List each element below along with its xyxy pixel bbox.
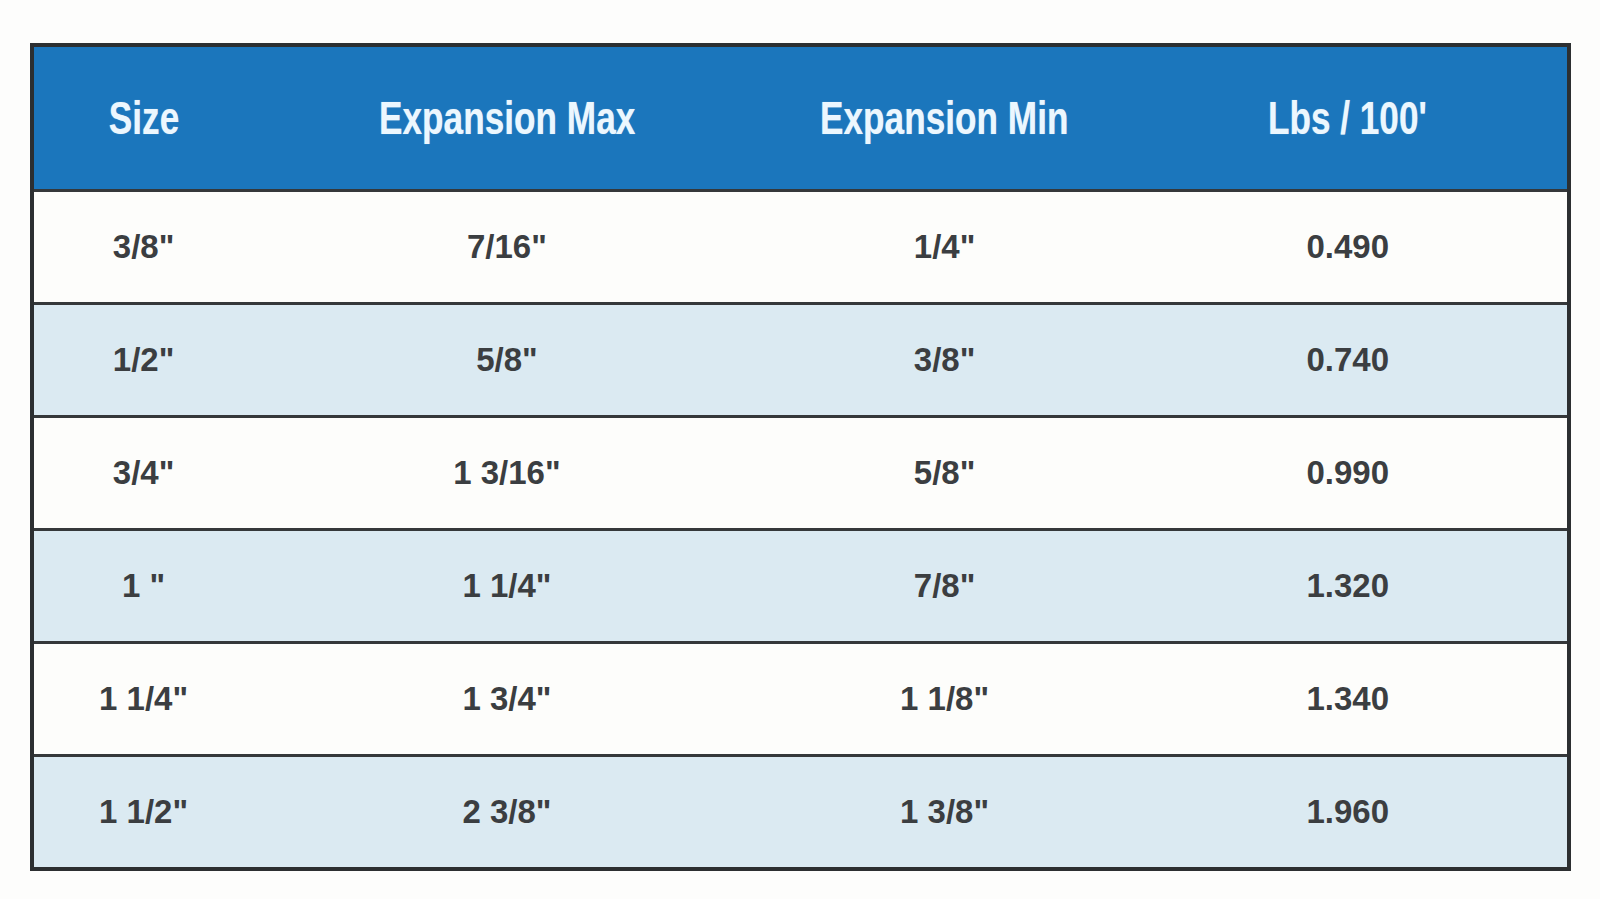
cell-size: 1 " <box>34 531 253 641</box>
column-header-expansion-min: Expansion Min <box>761 47 1129 189</box>
cell-size: 1/2" <box>34 305 253 415</box>
cell-expansion-min: 7/8" <box>761 531 1129 641</box>
table-row: 3/4" 1 3/16" 5/8" 0.990 <box>34 415 1567 528</box>
cell-expansion-max: 1 3/16" <box>253 418 760 528</box>
cell-expansion-min: 1 3/8" <box>761 757 1129 867</box>
cell-lbs-per-100ft: 0.740 <box>1129 305 1567 415</box>
cell-expansion-min: 3/8" <box>761 305 1129 415</box>
table-header-row: Size Expansion Max Expansion Min Lbs / 1… <box>34 47 1567 189</box>
cell-size: 1 1/4" <box>34 644 253 754</box>
table-row: 1/2" 5/8" 3/8" 0.740 <box>34 302 1567 415</box>
cell-size: 3/8" <box>34 192 253 302</box>
cell-size: 3/4" <box>34 418 253 528</box>
cell-expansion-max: 1 3/4" <box>253 644 760 754</box>
cell-expansion-max: 7/16" <box>253 192 760 302</box>
cell-lbs-per-100ft: 1.960 <box>1129 757 1567 867</box>
cell-lbs-per-100ft: 1.320 <box>1129 531 1567 641</box>
column-header-expansion-max: Expansion Max <box>253 47 760 189</box>
cell-lbs-per-100ft: 1.340 <box>1129 644 1567 754</box>
cell-lbs-per-100ft: 0.490 <box>1129 192 1567 302</box>
cell-expansion-max: 2 3/8" <box>253 757 760 867</box>
column-header-lbs-per-100ft: Lbs / 100' <box>1129 47 1567 189</box>
cell-expansion-max: 1 1/4" <box>253 531 760 641</box>
cell-size: 1 1/2" <box>34 757 253 867</box>
table-row: 1 " 1 1/4" 7/8" 1.320 <box>34 528 1567 641</box>
cell-expansion-max: 5/8" <box>253 305 760 415</box>
table-row: 1 1/4" 1 3/4" 1 1/8" 1.340 <box>34 641 1567 754</box>
cell-expansion-min: 1/4" <box>761 192 1129 302</box>
column-header-size: Size <box>34 47 253 189</box>
cell-lbs-per-100ft: 0.990 <box>1129 418 1567 528</box>
cell-expansion-min: 5/8" <box>761 418 1129 528</box>
table-row: 3/8" 7/16" 1/4" 0.490 <box>34 189 1567 302</box>
size-expansion-spec-table: Size Expansion Max Expansion Min Lbs / 1… <box>30 43 1571 871</box>
cell-expansion-min: 1 1/8" <box>761 644 1129 754</box>
table-row: 1 1/2" 2 3/8" 1 3/8" 1.960 <box>34 754 1567 867</box>
